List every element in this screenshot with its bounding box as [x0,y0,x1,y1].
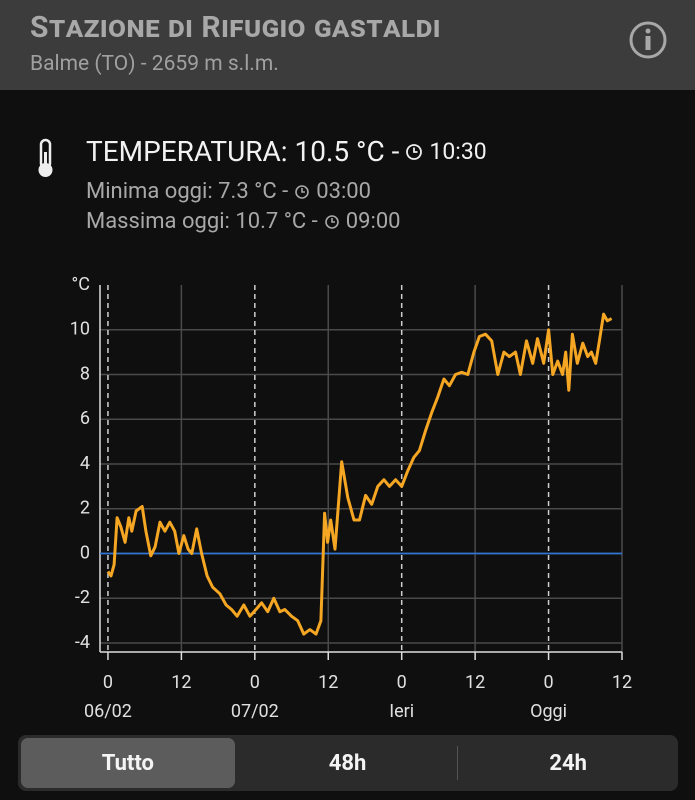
x-tick-label: 0 [103,672,113,693]
max-text: Massima oggi: 10.7 °C - [86,209,318,234]
day-label: 07/02 [231,701,279,722]
clock-icon [406,143,423,160]
x-tick-label: 0 [250,672,260,693]
day-label: Ieri [389,701,414,722]
current-time: 10:30 [429,138,487,165]
x-tick-label: 12 [465,672,485,693]
day-label: Oggi [530,701,567,722]
y-tick-label: -2 [75,587,90,608]
chart: -4 -2 0 2 4 6 8 10 °C 0 12 0 12 0 12 0 12 06/02 07/02 Ieri O… [70,274,632,722]
x-tick-label: 0 [397,672,407,693]
range-tab[interactable]: Tutto [21,738,235,788]
max-time: 09:00 [345,209,401,234]
y-tick-label: 2 [80,498,90,519]
range-tabs: Tutto 48h 24h [18,735,678,791]
clock-icon [295,184,310,199]
x-tick-label: 12 [171,672,191,693]
y-tick-label: 10 [70,319,90,340]
station-title: Stazione di Rifugio gastaldi [30,10,442,45]
header: Stazione di Rifugio gastaldi Balme (TO) … [0,0,695,90]
tab-divider [457,746,459,780]
y-tick-label: 6 [80,408,90,429]
y-tick-label: 8 [80,363,90,384]
range-tab[interactable]: 48h [328,750,367,776]
max-reading: Massima oggi: 10.7 °C - 09:00 [86,209,401,234]
current-text: TEMPERATURA: 10.5 °C - [86,135,400,168]
y-tick-label: 4 [80,453,90,474]
info-button[interactable] [622,18,674,62]
temperature-line [106,312,613,636]
station-subtitle: Balme (TO) - 2659 m s.l.m. [30,52,279,76]
clock-icon [324,214,339,229]
min-text: Minima oggi: 7.3 °C - [86,179,289,204]
x-tick-label: 0 [544,672,554,693]
min-reading: Minima oggi: 7.3 °C - 03:00 [86,179,371,204]
thermometer-icon [38,138,53,177]
y-unit: °C [72,274,90,295]
current-reading: TEMPERATURA: 10.5 °C - 10:30 [86,135,487,168]
y-tick-label: -4 [75,632,90,653]
range-tab[interactable]: 24h [549,750,587,776]
day-label: 06/02 [84,701,132,722]
min-time: 03:00 [316,179,372,204]
x-tick-label: 12 [612,672,632,693]
y-tick-label: 0 [80,542,90,563]
x-tick-label: 12 [318,672,338,693]
